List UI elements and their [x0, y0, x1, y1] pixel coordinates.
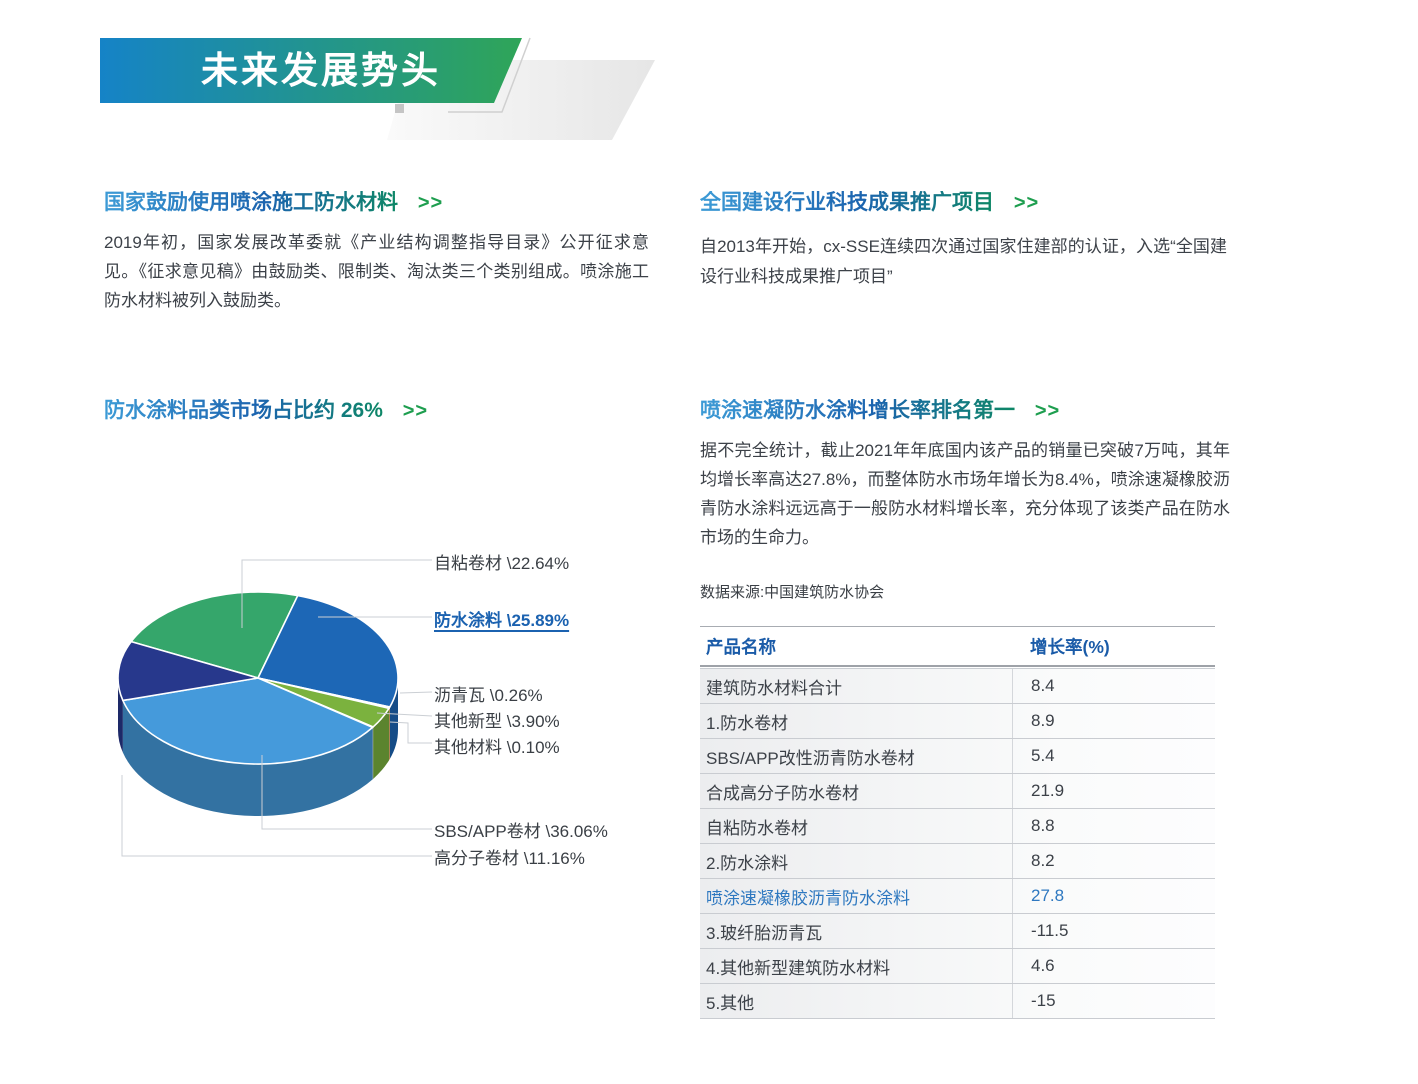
pie-slice-防水涂料: [257, 594, 399, 708]
table-row: 2.防水涂料 8.2: [700, 844, 1215, 879]
table-header-row: 产品名称 增长率(%): [700, 627, 1215, 667]
cell-growth: 8.2: [1012, 844, 1215, 878]
pie-slice-side-SBS/APP卷材: [122, 700, 373, 816]
pie-chart: 自粘卷材 \22.64% 防水涂料 \25.89% 沥青瓦 \0.26% 其他新…: [100, 540, 660, 940]
cell-product: SBS/APP改性沥青防水卷材: [706, 748, 915, 768]
cell-growth: 27.8: [1012, 879, 1215, 913]
cell-growth: 5.4: [1012, 739, 1215, 773]
more-arrow-icon: >>: [1034, 400, 1061, 422]
cell-growth: -15: [1012, 984, 1215, 1018]
table-row-highlighted: 喷涂速凝橡胶沥青防水涂料 27.8: [700, 879, 1215, 914]
cell-product: 自粘防水卷材: [706, 818, 808, 838]
more-arrow-icon: >>: [1013, 192, 1040, 214]
cell-growth: 8.8: [1012, 809, 1215, 843]
pie-slice-自粘卷材: [130, 591, 299, 679]
heading-text: 全国建设行业科技成果推广项目: [700, 191, 994, 214]
section-heading-promotion: 全国建设行业科技成果推广项目 >>: [700, 186, 1039, 216]
cell-product: 2.防水涂料: [706, 853, 789, 873]
cell-product: 建筑防水材料合计: [706, 678, 842, 698]
table-row: 合成高分子防水卷材 21.9: [700, 774, 1215, 809]
pie-slice-side-其他材料: [372, 726, 374, 780]
cell-growth: 4.6: [1012, 949, 1215, 983]
section-heading-market-share: 防水涂料品类市场占比约 26% >>: [104, 394, 428, 424]
table-row: SBS/APP改性沥青防水卷材 5.4: [700, 739, 1215, 774]
table-row: 建筑防水材料合计 8.4: [700, 669, 1215, 704]
table-row: 自粘防水卷材 8.8: [700, 809, 1215, 844]
heading-text: 喷涂速凝防水涂料增长率排名第一: [700, 399, 1015, 422]
pie-label-liqingwa: 沥青瓦 \0.26%: [434, 686, 543, 705]
table-row: 3.玻纤胎沥青瓦 -11.5: [700, 914, 1215, 949]
pie-slice-side-防水涂料: [389, 678, 398, 760]
cell-product: 合成高分子防水卷材: [706, 783, 859, 803]
pie-slice-side-高分子卷材: [118, 678, 123, 753]
leader-lines: [121, 559, 433, 857]
pie-slice-side-其他新型: [373, 708, 390, 779]
more-arrow-icon: >>: [402, 400, 429, 422]
cell-product: 喷涂速凝橡胶沥青防水涂料: [706, 888, 910, 908]
heading-text: 国家鼓励使用喷涂施工防水材料: [104, 191, 398, 214]
table-row: 5.其他 -15: [700, 984, 1215, 1019]
pie-slice-SBS/APP卷材: [122, 677, 374, 765]
pie-label-zinian: 自粘卷材 \22.64%: [434, 554, 570, 573]
pie-label-xinxing: 其他新型 \3.90%: [434, 712, 560, 731]
leader-line: [241, 559, 432, 628]
section-heading-policy: 国家鼓励使用喷涂施工防水材料 >>: [104, 186, 443, 216]
section-body-promotion: 自2013年开始，cx-SSE连续四次通过国家住建部的认证，入选“全国建设行业科…: [700, 237, 1227, 286]
cell-growth: 21.9: [1012, 774, 1215, 808]
data-source-note: 数据来源:中国建筑防水协会: [700, 584, 885, 601]
pie-label-fangshui: 防水涂料 \25.89%: [434, 611, 570, 630]
pie-label-gaofenzi: 高分子卷材 \11.16%: [434, 849, 585, 868]
pie-slice-side-沥青瓦: [389, 707, 390, 761]
leader-line: [399, 691, 433, 694]
cell-product: 1.防水卷材: [706, 713, 789, 733]
section-body-growth: 据不完全统计，截止2021年年底国内该产品的销量已突破7万吨，其年均增长率高达2…: [700, 441, 1230, 547]
banner-decoration: [100, 37, 655, 140]
pie-label-cailiao: 其他材料 \0.10%: [434, 738, 560, 757]
cell-product: 5.其他: [706, 993, 755, 1013]
pie-label-sbs: SBS/APP卷材 \36.06%: [434, 822, 608, 841]
cell-growth: 8.4: [1012, 669, 1215, 703]
growth-table: 产品名称 增长率(%) 建筑防水材料合计 8.4 1.防水卷材 8.9 SBS/…: [700, 626, 1215, 1019]
heading-text: 防水涂料品类市场占比约 26%: [104, 399, 383, 422]
small-square: [395, 104, 404, 113]
leader-line: [121, 775, 432, 857]
header-underline: [700, 668, 1215, 669]
section-body-policy: 2019年初，国家发展改革委就《产业结构调整指导目录》公开征求意见。《征求意见稿…: [104, 233, 649, 310]
section-heading-growth: 喷涂速凝防水涂料增长率排名第一 >>: [700, 394, 1060, 424]
cell-growth: -11.5: [1012, 914, 1215, 948]
table-header-product: 产品名称: [706, 636, 776, 657]
leader-line: [261, 755, 432, 830]
pie-slice-高分子卷材: [117, 640, 259, 702]
cell-product: 3.玻纤胎沥青瓦: [706, 923, 823, 943]
leader-line: [376, 712, 433, 717]
leader-line: [389, 721, 432, 744]
table-row: 4.其他新型建筑防水材料 4.6: [700, 949, 1215, 984]
table-header-growth: 增长率(%): [1030, 636, 1110, 657]
table-row: 1.防水卷材 8.9: [700, 704, 1215, 739]
page-title: 未来发展势头: [201, 50, 441, 91]
cell-product: 4.其他新型建筑防水材料: [706, 958, 891, 978]
more-arrow-icon: >>: [417, 192, 444, 214]
pie-chart-canvas: [117, 559, 433, 857]
cell-growth: 8.9: [1012, 704, 1215, 738]
outline-parallelogram: [448, 37, 531, 113]
banner-shape: [100, 38, 522, 103]
